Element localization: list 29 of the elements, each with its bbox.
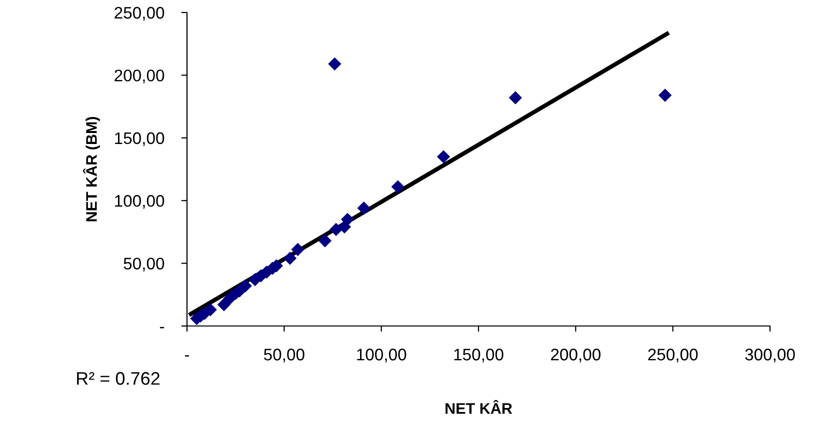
y-tick-label: 250,00 <box>114 6 164 21</box>
point <box>291 242 304 256</box>
point <box>391 180 404 194</box>
point <box>340 212 354 226</box>
x-tick-label: 50,00 <box>264 348 304 362</box>
point <box>436 150 450 164</box>
y-tick-label: 200,00 <box>114 70 164 84</box>
point <box>283 252 297 265</box>
x-tick-label: 200,00 <box>551 348 601 362</box>
x-axis-title: NET KÂR <box>446 400 512 414</box>
point <box>508 91 522 104</box>
x-tick-label: 150,00 <box>454 348 504 362</box>
y-axis-title: NET KÂR (BM) <box>83 116 100 222</box>
point <box>328 57 342 70</box>
text: R² = 0.762 <box>77 372 160 385</box>
point <box>217 298 231 312</box>
point <box>318 234 332 248</box>
y-tick-label: 100,00 <box>115 195 164 209</box>
point <box>238 279 252 292</box>
y-tick-label: - <box>160 326 164 328</box>
x-tick-label: 250,00 <box>648 348 698 362</box>
x-tick-label: 100,00 <box>357 348 406 362</box>
point <box>357 202 370 215</box>
point <box>204 303 217 316</box>
y-tick-label: 150,00 <box>115 132 164 146</box>
y-tick-label: 50,00 <box>124 258 164 272</box>
x-tick-label: 300,00 <box>745 348 795 362</box>
point <box>658 88 672 102</box>
x-tick-label: - <box>184 355 190 357</box>
